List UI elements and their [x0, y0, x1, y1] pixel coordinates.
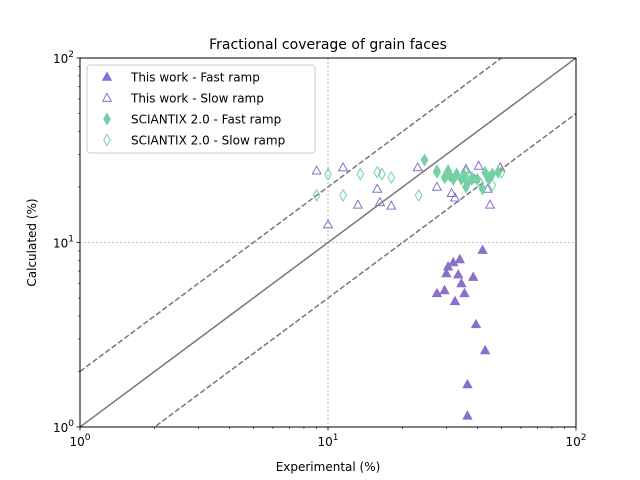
series-0-point-0: [431, 287, 443, 298]
reference-line-0: [80, 58, 576, 427]
series-1-point-13: [473, 160, 484, 170]
legend-marker-0: [101, 71, 113, 81]
series-0-point-2: [441, 267, 452, 278]
series-1-point-5: [374, 196, 386, 207]
series-3-point-15: [497, 165, 506, 179]
series-0-point-1: [439, 284, 450, 295]
series-1-point-10: [449, 192, 461, 202]
legend-marker-1: [101, 92, 113, 102]
series-2-point-1: [433, 165, 441, 179]
series-3-point-6: [387, 170, 396, 185]
series-1-point-9: [446, 187, 457, 198]
series-3-point-8: [433, 164, 441, 178]
legend-box: [86, 64, 316, 154]
legend: This work - Fast ramp This work - Slow ra…: [86, 64, 316, 154]
series-0-point-11: [462, 410, 473, 420]
series-2-point-6: [452, 167, 461, 181]
series-0-point-14: [477, 244, 488, 254]
series-0-point-5: [449, 295, 461, 306]
series-3-point-14: [488, 178, 497, 192]
series-1-point-4: [372, 183, 383, 193]
y-tick-label-1: 101: [53, 235, 74, 251]
series-0-point-6: [452, 268, 464, 279]
legend-label-3: SCIANTIX 2.0 - Slow ramp: [131, 134, 285, 148]
data-points: [311, 153, 506, 420]
legend-marker-3: [103, 133, 111, 147]
series-3-point-5: [378, 167, 386, 181]
series-1-point-1: [322, 218, 334, 229]
series-3-point-11: [467, 172, 476, 186]
series-1-point-7: [412, 161, 423, 172]
series-3-point-12: [476, 176, 484, 190]
series-0-point-8: [456, 277, 467, 288]
series-3-point-7: [414, 188, 423, 202]
chart-title: Fractional coverage of grain faces: [209, 37, 447, 53]
series-1-point-6: [386, 200, 397, 210]
series-3-point-2: [339, 188, 347, 202]
series-1-point-3: [352, 199, 364, 209]
series-1: [311, 160, 506, 229]
x-axis-label: Experimental (%): [276, 460, 381, 474]
series-0-point-10: [462, 378, 473, 389]
series-3-point-3: [356, 167, 365, 181]
reference-line-1: [80, 58, 503, 373]
legend-label-2: SCIANTIX 2.0 - Fast ramp: [131, 113, 281, 127]
series-0-point-7: [454, 253, 466, 264]
series-1-point-0: [311, 165, 322, 175]
series-3-point-0: [312, 188, 321, 202]
series-0: [431, 244, 491, 420]
series-2-point-0: [420, 153, 429, 167]
legend-label-1: This work - Slow ramp: [130, 92, 264, 106]
series-1-point-15: [484, 199, 496, 209]
x-tick-label-2: 102: [565, 433, 586, 449]
x-tick-label-0: 100: [69, 433, 90, 449]
series-3-point-10: [462, 165, 470, 179]
series-0-point-13: [470, 318, 482, 329]
series-3-point-9: [442, 169, 451, 183]
series-0-point-9: [459, 287, 470, 298]
series-1-point-8: [431, 181, 443, 191]
series-0-point-12: [467, 271, 479, 281]
y-axis-label: Calculated (%): [25, 198, 39, 286]
x-tick-label-1: 101: [317, 433, 338, 449]
series-0-point-15: [479, 344, 491, 355]
y-tick-label-0: 100: [53, 419, 74, 435]
series-3-point-1: [324, 167, 332, 181]
series-3-point-4: [373, 165, 382, 179]
series-1-point-2: [337, 161, 349, 172]
legend-marker-2: [103, 112, 111, 126]
y-tick-label-2: 102: [53, 50, 74, 66]
series-2-point-11: [467, 170, 476, 185]
legend-label-0: This work - Fast ramp: [130, 71, 260, 85]
series-3: [312, 164, 506, 202]
